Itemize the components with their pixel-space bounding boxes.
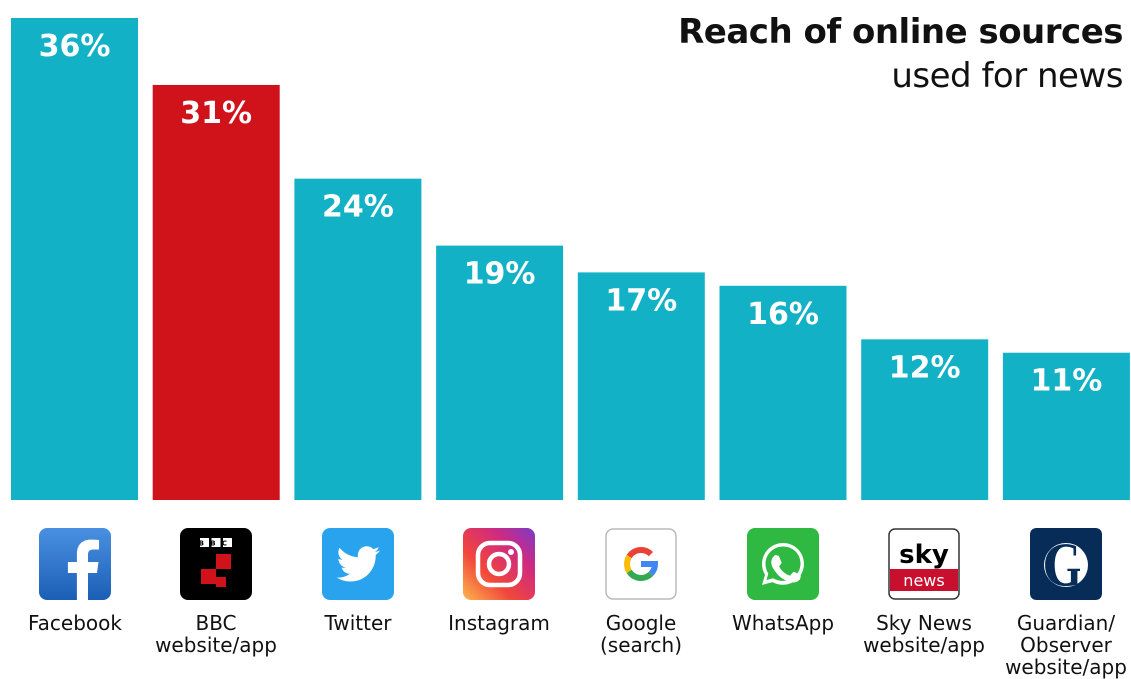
bar-chart: 36% 31% 24% 19% 17% 16% 12% 11%: [11, 18, 1130, 500]
chart-title-line2: used for news: [891, 56, 1123, 96]
category-label: Facebook: [28, 611, 122, 635]
category-bbc: BBC BBC website/app: [145, 528, 287, 656]
category-label: BBC website/app: [155, 611, 277, 657]
category-twitter: Twitter: [287, 528, 429, 634]
bbc-icon: BBC: [180, 528, 252, 600]
bar-3: [294, 178, 422, 500]
category-instagram: Instagram: [428, 528, 570, 634]
bar-6: [719, 285, 847, 500]
category-whatsapp: WhatsApp: [712, 528, 854, 634]
bar-5: [577, 272, 705, 500]
bar-value-label-8: 11%: [1030, 364, 1102, 399]
whatsapp-icon: [747, 528, 819, 600]
category-label: Twitter: [324, 611, 392, 635]
bar-2: [152, 84, 280, 500]
sky-news-icon: sky news: [888, 528, 960, 600]
guardian-icon: [1030, 528, 1102, 600]
bar-value-label-7: 12%: [889, 350, 961, 385]
category-logos: Facebook BBC BBC website/app Twitter: [0, 528, 1131, 678]
chart-title-line1: Reach of online sources: [678, 12, 1123, 52]
category-label: Sky News website/app: [863, 611, 985, 657]
facebook-icon: [39, 528, 111, 600]
bar-4: [436, 245, 564, 500]
category-guardian: Guardian/ Observer website/app: [995, 528, 1131, 678]
bar-1: [11, 18, 138, 500]
twitter-icon: [322, 528, 394, 600]
bbc-logo-text: BBC: [199, 540, 234, 548]
category-label: Instagram: [448, 611, 550, 635]
google-icon: [605, 528, 677, 600]
bar-value-label-5: 17%: [605, 283, 677, 318]
category-sky-news: sky news Sky News website/app: [853, 528, 995, 656]
bar-value-label-6: 16%: [747, 297, 819, 332]
sky-logo-bottom: news: [903, 571, 944, 590]
category-label: Guardian/ Observer website/app: [1005, 611, 1127, 679]
bar-8: [1002, 352, 1130, 500]
bar-value-label-4: 19%: [464, 257, 536, 292]
category-label: Google (search): [599, 611, 683, 657]
bar-value-label-1: 36%: [39, 29, 111, 64]
bar-value-label-3: 24%: [322, 190, 394, 225]
bar-7: [861, 339, 989, 500]
category-label: WhatsApp: [731, 611, 835, 635]
category-google: Google (search): [570, 528, 712, 656]
sky-logo-top: sky: [899, 540, 949, 570]
chart-title: Reach of online sources used for news: [678, 10, 1123, 98]
instagram-icon: [463, 528, 535, 600]
bar-value-label-2: 31%: [180, 96, 252, 131]
category-facebook: Facebook: [4, 528, 146, 634]
